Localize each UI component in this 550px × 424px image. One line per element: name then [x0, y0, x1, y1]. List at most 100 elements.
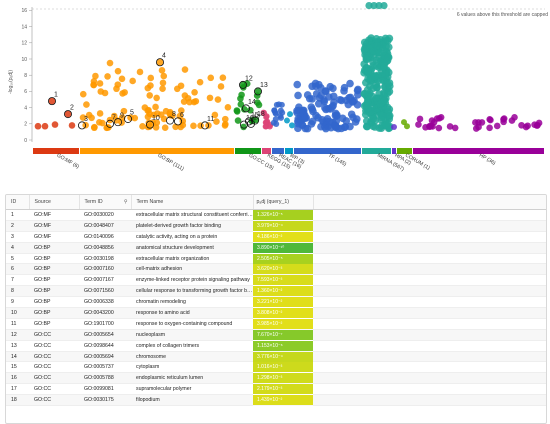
table-row[interactable]: 5 GO:BP GO:0030198 extracellular matrix org…	[6, 253, 546, 265]
highlight-marker[interactable]	[145, 120, 154, 129]
plot-point[interactable]	[99, 119, 106, 127]
plot-point[interactable]	[224, 104, 232, 111]
highlight-marker[interactable]	[253, 87, 262, 96]
plot-point[interactable]	[277, 107, 284, 114]
plot-point[interactable]	[331, 122, 340, 130]
plot-point[interactable]	[404, 123, 410, 130]
plot-point[interactable]	[346, 79, 354, 88]
plot-point[interactable]	[273, 120, 280, 127]
plot-point[interactable]	[318, 116, 326, 124]
table-row[interactable]: 15 GO:CC GO:0005737 cytoplasm 1.016×10⁻³	[6, 361, 546, 374]
plot-point[interactable]	[384, 53, 393, 61]
plot-point[interactable]	[370, 72, 379, 81]
plot-point[interactable]	[207, 74, 215, 82]
plot-point[interactable]	[64, 110, 72, 118]
highlight-marker[interactable]	[124, 114, 133, 123]
plot-point[interactable]	[333, 111, 341, 119]
plot-point[interactable]	[196, 78, 204, 86]
table-row[interactable]: 4 GO:BP GO:0048856 anatomical structure dev…	[6, 242, 546, 254]
plot-point[interactable]	[144, 123, 152, 131]
plot-point[interactable]	[429, 123, 436, 130]
plot-point[interactable]	[321, 104, 329, 112]
plot-point[interactable]	[354, 85, 362, 94]
plot-point[interactable]	[48, 97, 56, 105]
plot-point[interactable]	[213, 118, 220, 125]
plot-point[interactable]	[307, 120, 316, 128]
col-header-term-name[interactable]: Term Name	[131, 195, 254, 210]
plot-point[interactable]	[360, 45, 369, 53]
plot-point[interactable]	[106, 59, 114, 67]
table-row[interactable]: 11 GO:BP GO:1901700 response to oxygen-cont…	[6, 318, 546, 330]
plot-point[interactable]	[369, 47, 378, 56]
plot-point[interactable]	[371, 123, 379, 131]
plot-point[interactable]	[385, 112, 393, 121]
plot-point[interactable]	[369, 114, 378, 123]
plot-point[interactable]	[214, 96, 222, 103]
plot-point[interactable]	[385, 87, 394, 96]
plot-point[interactable]	[254, 88, 262, 95]
plot-point[interactable]	[147, 82, 154, 89]
plot-point[interactable]	[211, 111, 219, 119]
table-row[interactable]: 7 GO:BP GO:0007167 enzyme-linked receptor p…	[6, 274, 546, 287]
plot-point[interactable]	[206, 94, 214, 102]
plot-point[interactable]	[428, 117, 436, 124]
plot-point[interactable]	[362, 122, 371, 131]
filter-icon[interactable]: ⚲	[123, 199, 128, 205]
plot-point[interactable]	[91, 123, 98, 131]
plot-point[interactable]	[370, 1, 378, 10]
plot-point[interactable]	[146, 92, 154, 99]
plot-point[interactable]	[118, 75, 126, 83]
plot-point[interactable]	[311, 79, 320, 88]
table-row[interactable]: 13 GO:CC GO:0098644 complex of collagen tri…	[6, 340, 546, 352]
plot-point[interactable]	[380, 61, 388, 70]
plot-point[interactable]	[79, 90, 87, 98]
highlight-marker[interactable]	[200, 121, 209, 130]
plot-point[interactable]	[317, 91, 325, 100]
plot-point[interactable]	[113, 85, 120, 93]
col-header-id[interactable]: ID	[6, 195, 30, 210]
plot-point[interactable]	[381, 70, 389, 79]
highlight-marker[interactable]	[241, 104, 250, 113]
col-header-source[interactable]: Source	[29, 195, 80, 210]
plot-point[interactable]	[190, 98, 198, 106]
plot-point[interactable]	[254, 99, 261, 106]
plot-point[interactable]	[415, 121, 422, 128]
table-row[interactable]: 10 GO:BP GO:0043200 response to amino acid 3…	[6, 307, 546, 319]
plot-point[interactable]	[51, 121, 59, 128]
plot-point[interactable]	[262, 119, 269, 126]
plot-points[interactable]	[34, 1, 543, 133]
plot-point[interactable]	[181, 66, 189, 73]
plot-point[interactable]	[104, 73, 111, 80]
plot-point[interactable]	[234, 117, 242, 124]
plot-point[interactable]	[97, 88, 105, 95]
plot-point[interactable]	[219, 74, 227, 82]
highlight-marker[interactable]	[78, 121, 87, 130]
plot-point[interactable]	[287, 111, 293, 118]
plot-point[interactable]	[68, 122, 76, 129]
plot-point[interactable]	[221, 115, 229, 123]
plot-point[interactable]	[363, 86, 372, 94]
plot-point[interactable]	[337, 96, 346, 105]
plot-point[interactable]	[325, 117, 334, 126]
plot-point[interactable]	[284, 117, 290, 124]
plot-point[interactable]	[522, 123, 530, 131]
table-row[interactable]: 1 GO:MF GO:0030020 extracellular matrix str…	[6, 209, 546, 221]
highlight-marker[interactable]	[114, 118, 123, 127]
plot-point[interactable]	[475, 119, 482, 126]
plot-point[interactable]	[531, 121, 538, 128]
plot-point[interactable]	[360, 60, 368, 68]
plot-point[interactable]	[317, 122, 325, 131]
plot-point[interactable]	[92, 72, 99, 80]
plot-point[interactable]	[382, 120, 390, 129]
plot-point[interactable]	[159, 85, 166, 93]
plot-point[interactable]	[294, 124, 302, 133]
plot-point[interactable]	[247, 106, 254, 114]
plot-point[interactable]	[362, 117, 371, 125]
plot-point[interactable]	[158, 67, 166, 74]
plot-point[interactable]	[136, 68, 144, 76]
plot-point[interactable]	[278, 114, 285, 121]
plot-point[interactable]	[511, 114, 518, 121]
table-row[interactable]: 14 GO:CC GO:0005694 chromosome 3.776×10⁻⁴	[6, 351, 546, 363]
plot-point[interactable]	[309, 107, 317, 116]
